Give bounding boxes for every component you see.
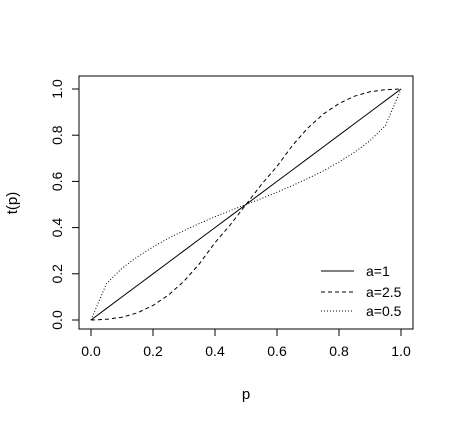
y-tick-label: 0.6 (49, 171, 65, 191)
legend-label: a=2.5 (366, 284, 402, 300)
legend-label: a=0.5 (366, 303, 402, 319)
y-axis: 0.0 0.2 0.4 0.6 0.8 1.0 (49, 79, 80, 330)
x-tick-label: 0.6 (267, 343, 287, 359)
y-axis-title: t(p) (4, 192, 21, 215)
x-tick-label: 0.0 (81, 343, 101, 359)
x-tick-label: 0.2 (143, 343, 163, 359)
y-tick-label: 0.2 (49, 264, 65, 284)
x-tick-label: 0.8 (329, 343, 349, 359)
x-tick-label: 1.0 (391, 343, 411, 359)
y-tick-label: 1.0 (49, 79, 65, 99)
x-axis: 0.0 0.2 0.4 0.6 0.8 1.0 (81, 328, 411, 359)
series-line-a=0.5 (90, 88, 402, 321)
legend-label: a=1 (366, 263, 390, 279)
y-tick-label: 0.8 (49, 125, 65, 145)
series-layer (90, 88, 402, 321)
x-tick-label: 0.4 (205, 343, 225, 359)
y-tick-label: 0.0 (49, 310, 65, 330)
y-tick-label: 0.4 (49, 218, 65, 238)
legend: a=1 a=2.5 a=0.5 (321, 263, 402, 319)
series-line-a=2.5 (90, 88, 402, 321)
x-axis-title: p (242, 386, 250, 403)
